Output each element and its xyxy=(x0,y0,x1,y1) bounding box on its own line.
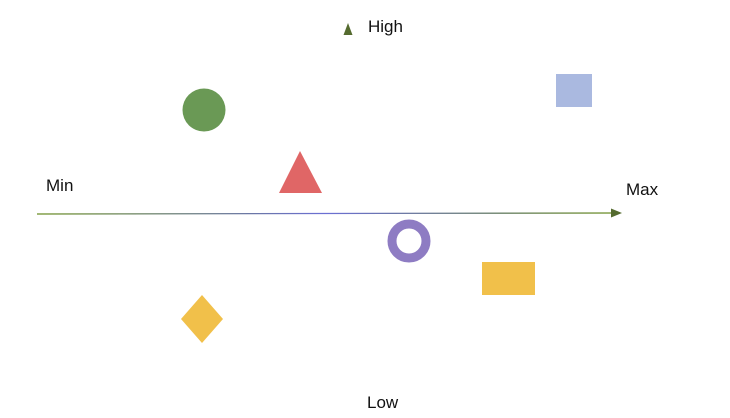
vertical-axis-arrowhead xyxy=(343,23,353,35)
blue-square xyxy=(556,74,592,107)
horizontal-axis-arrowhead xyxy=(611,208,622,218)
green-circle xyxy=(182,88,226,132)
red-triangle xyxy=(279,151,322,193)
max-label: Max xyxy=(626,180,659,199)
high-label: High xyxy=(368,17,403,36)
purple-ring xyxy=(387,219,431,263)
yellow-rectangle xyxy=(482,262,535,295)
horizontal-axis xyxy=(36,212,615,215)
low-label: Low xyxy=(367,393,399,412)
yellow-diamond xyxy=(181,295,223,343)
min-label: Min xyxy=(46,176,74,195)
